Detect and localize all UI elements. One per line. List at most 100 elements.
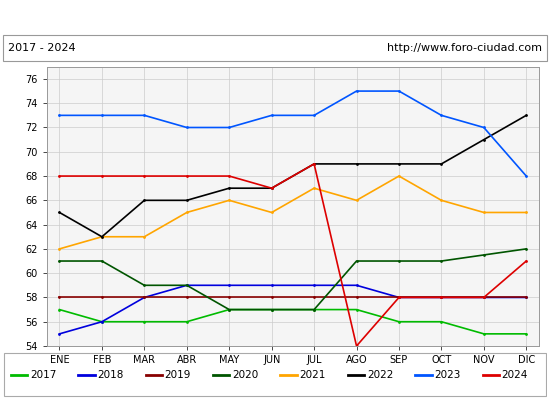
2022 xyxy=(311,162,317,166)
2020 xyxy=(523,246,530,251)
2018 xyxy=(141,295,147,300)
2023 xyxy=(353,89,360,94)
2019 xyxy=(56,295,63,300)
2019 xyxy=(226,295,233,300)
2020 xyxy=(268,307,275,312)
2018 xyxy=(395,295,402,300)
2020 xyxy=(311,307,317,312)
2023 xyxy=(311,113,317,118)
Line: 2022: 2022 xyxy=(58,114,527,238)
2024 xyxy=(184,174,190,178)
2024 xyxy=(311,162,317,166)
2024 xyxy=(353,344,360,348)
2020 xyxy=(438,259,445,264)
2023 xyxy=(98,113,105,118)
2020 xyxy=(226,307,233,312)
2020 xyxy=(98,259,105,264)
Line: 2018: 2018 xyxy=(58,284,527,335)
2023 xyxy=(141,113,147,118)
2024 xyxy=(141,174,147,178)
Text: http://www.foro-ciudad.com: http://www.foro-ciudad.com xyxy=(387,43,542,53)
2017 xyxy=(226,307,233,312)
2024 xyxy=(98,174,105,178)
2019 xyxy=(481,295,487,300)
2023 xyxy=(395,89,402,94)
2019 xyxy=(98,295,105,300)
Line: 2017: 2017 xyxy=(58,308,527,335)
2021 xyxy=(141,234,147,239)
Text: 2024: 2024 xyxy=(502,370,528,380)
2019 xyxy=(395,295,402,300)
2018 xyxy=(98,319,105,324)
2021 xyxy=(56,246,63,251)
2022 xyxy=(481,137,487,142)
Line: 2019: 2019 xyxy=(58,296,527,299)
2024 xyxy=(268,186,275,190)
2022 xyxy=(98,234,105,239)
2019 xyxy=(311,295,317,300)
2023 xyxy=(438,113,445,118)
2019 xyxy=(438,295,445,300)
2017 xyxy=(184,319,190,324)
2018 xyxy=(184,283,190,288)
2022 xyxy=(184,198,190,203)
2023 xyxy=(481,125,487,130)
2024 xyxy=(523,259,530,264)
2021 xyxy=(395,174,402,178)
Text: Evolucion num de emigrantes en Guillena: Evolucion num de emigrantes en Guillena xyxy=(115,10,435,24)
2017 xyxy=(438,319,445,324)
2019 xyxy=(523,295,530,300)
Line: 2021: 2021 xyxy=(58,175,527,250)
2022 xyxy=(438,162,445,166)
2019 xyxy=(268,295,275,300)
2018 xyxy=(311,283,317,288)
2021 xyxy=(184,210,190,215)
2020 xyxy=(184,283,190,288)
2018 xyxy=(353,283,360,288)
2021 xyxy=(438,198,445,203)
2018 xyxy=(56,332,63,336)
2021 xyxy=(98,234,105,239)
2021 xyxy=(523,210,530,215)
2023 xyxy=(268,113,275,118)
2022 xyxy=(353,162,360,166)
2021 xyxy=(481,210,487,215)
2024 xyxy=(438,295,445,300)
2021 xyxy=(353,198,360,203)
2017 xyxy=(268,307,275,312)
2021 xyxy=(268,210,275,215)
2024 xyxy=(226,174,233,178)
2017 xyxy=(395,319,402,324)
2022 xyxy=(56,210,63,215)
2017 xyxy=(353,307,360,312)
2022 xyxy=(141,198,147,203)
2021 xyxy=(226,198,233,203)
2024 xyxy=(395,295,402,300)
Text: 2017 - 2024: 2017 - 2024 xyxy=(8,43,76,53)
2021 xyxy=(311,186,317,190)
2020 xyxy=(481,252,487,257)
Line: 2023: 2023 xyxy=(58,90,527,178)
2018 xyxy=(523,295,530,300)
Text: 2018: 2018 xyxy=(97,370,124,380)
2019 xyxy=(353,295,360,300)
2017 xyxy=(311,307,317,312)
2018 xyxy=(438,295,445,300)
2023 xyxy=(56,113,63,118)
2022 xyxy=(395,162,402,166)
Text: 2019: 2019 xyxy=(165,370,191,380)
2023 xyxy=(184,125,190,130)
2022 xyxy=(268,186,275,190)
2020 xyxy=(56,259,63,264)
2023 xyxy=(226,125,233,130)
2020 xyxy=(353,259,360,264)
Text: 2023: 2023 xyxy=(434,370,461,380)
2017 xyxy=(481,332,487,336)
2023 xyxy=(523,174,530,178)
2019 xyxy=(141,295,147,300)
Line: 2024: 2024 xyxy=(58,162,527,347)
2017 xyxy=(141,319,147,324)
Text: 2021: 2021 xyxy=(300,370,326,380)
2017 xyxy=(523,332,530,336)
Text: 2020: 2020 xyxy=(232,370,258,380)
